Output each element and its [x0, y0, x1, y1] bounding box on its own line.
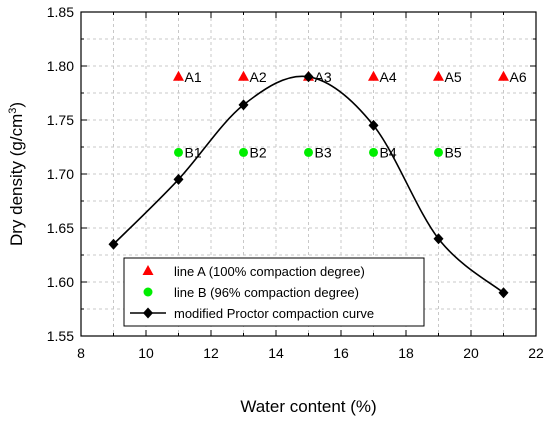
x-tick-label: 14: [268, 345, 284, 361]
series-1-point: [174, 147, 183, 157]
point-labels: A1 A2 A3 A4 A5 A6 B1 B2 B3 B4 B5: [185, 69, 527, 161]
series-2-point: [303, 71, 314, 83]
y-axis-title-main: Dry density (g/cm: [7, 114, 26, 246]
point-label: A2: [250, 69, 267, 85]
point-label: B1: [185, 144, 202, 160]
legend-marker: [143, 307, 153, 319]
point-label: B4: [380, 144, 397, 160]
x-axis-title: Water content (%): [240, 397, 376, 416]
axis-ticks: [80, 11, 537, 337]
series-1-point: [304, 147, 313, 157]
y-axis-title: Dry density (g/cm3): [7, 102, 26, 246]
y-tick-label: 1.80: [47, 58, 74, 74]
y-tick-label: 1.75: [47, 112, 74, 128]
series-2-point: [173, 173, 184, 185]
legend-label: line A (100% compaction degree): [174, 264, 365, 279]
point-label: B2: [250, 144, 267, 160]
y-tick-label: 1.85: [47, 4, 74, 20]
series-0-point: [498, 70, 509, 81]
point-label: B5: [445, 144, 462, 160]
series-2-point: [368, 119, 379, 131]
series-0-point: [368, 70, 379, 81]
y-tick-label: 1.55: [47, 328, 74, 344]
point-label: B3: [315, 144, 332, 160]
grid-lines: [81, 12, 536, 336]
series-2-point: [498, 287, 509, 299]
point-label: A3: [315, 69, 332, 85]
series-0-point: [238, 70, 249, 81]
x-tick-label: 12: [203, 345, 219, 361]
x-tick-label: 22: [528, 345, 544, 361]
legend: line A (100% compaction degree) line B (9…: [123, 257, 425, 327]
y-axis-title-superscript: 3: [7, 108, 19, 114]
series-0-point: [433, 70, 444, 81]
point-label: A6: [510, 69, 527, 85]
legend-label: line B (96% compaction degree): [174, 285, 359, 300]
series-1-point: [369, 147, 378, 157]
legend-marker: [142, 265, 154, 275]
x-tick-label: 20: [463, 345, 479, 361]
y-tick-label: 1.60: [47, 274, 74, 290]
legend-box: [123, 257, 425, 327]
data-marks: [108, 70, 509, 299]
x-tick-label: 16: [333, 345, 349, 361]
point-label: A4: [380, 69, 397, 85]
legend-label: modified Proctor compaction curve: [174, 306, 374, 321]
x-tick-label: 8: [77, 345, 85, 361]
x-tick-label: 18: [398, 345, 414, 361]
series-2-point: [238, 99, 249, 111]
point-label: A5: [445, 69, 462, 85]
tick-labels: 8 10 12 14 16 18 20 22 1.55 1.60 1.65 1.70 1.75 1.80 1…: [47, 4, 544, 361]
x-tick-label: 10: [138, 345, 154, 361]
legend-marker: [143, 287, 153, 297]
y-tick-label: 1.70: [47, 166, 74, 182]
series-2-point: [108, 238, 119, 250]
series-0-point: [173, 70, 184, 81]
y-tick-label: 1.65: [47, 220, 74, 236]
point-label: A1: [185, 69, 202, 85]
y-axis-title-close: ): [7, 102, 26, 108]
series-1-point: [434, 147, 443, 157]
series-1-point: [239, 147, 248, 157]
series-2-point: [433, 233, 444, 245]
